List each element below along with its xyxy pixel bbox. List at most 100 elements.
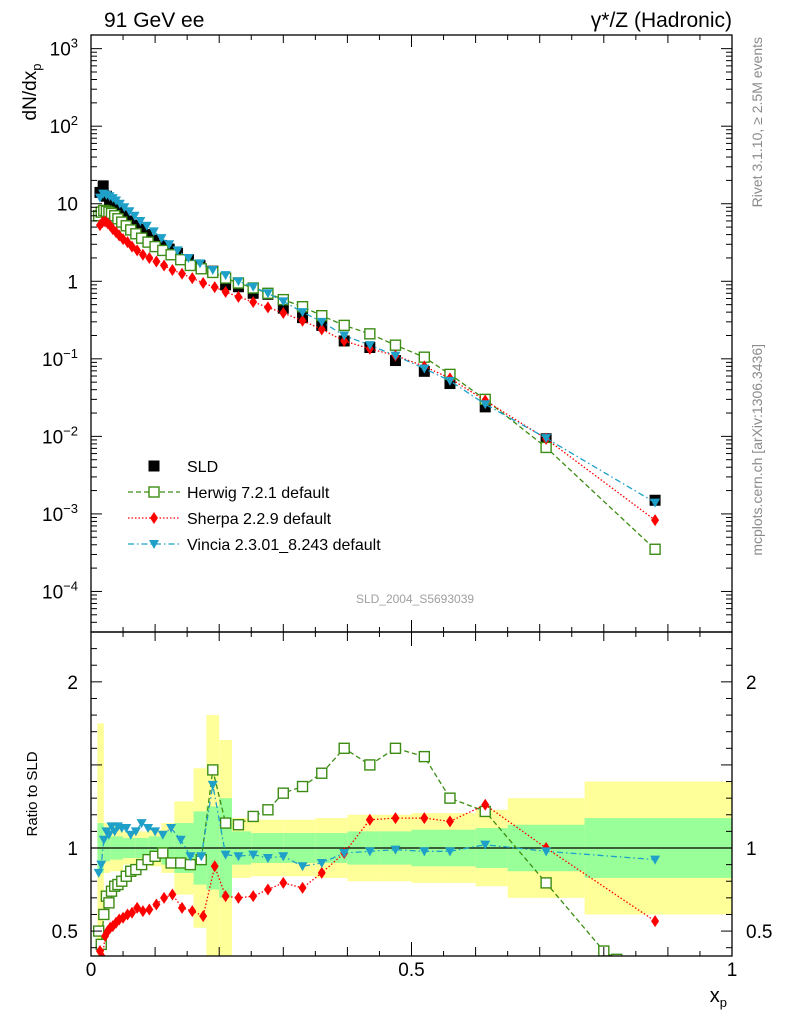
y-tick-label-ratio-right: 2 <box>746 673 757 694</box>
data-point-herwig <box>389 339 402 351</box>
x-axis-title: xp <box>710 985 727 1010</box>
ratio-point-sherpa <box>279 876 288 889</box>
data-point-vincia <box>135 216 146 226</box>
y-tick-label-main: 10−2 <box>42 423 78 448</box>
y-tick-label-exp: 3 <box>71 36 78 51</box>
legend-label-data: SLD <box>187 459 218 476</box>
data-point-sherpa <box>279 306 288 319</box>
data-point-data <box>220 279 232 291</box>
data-point-sherpa <box>298 314 307 327</box>
data-point-sherpa <box>145 251 154 264</box>
data-point-herwig <box>184 259 197 272</box>
ratio-point-vincia <box>106 822 117 832</box>
data-point-vincia <box>148 227 159 237</box>
ratio-point-vincia <box>480 840 491 850</box>
data-point-vincia <box>297 308 308 318</box>
data-point-sherpa <box>263 301 272 314</box>
data-point-data <box>97 180 109 192</box>
data-point-vincia <box>419 364 430 374</box>
y-tick-label-exp: −3 <box>63 501 78 516</box>
y-tick-label-base: 10 <box>42 505 63 526</box>
y-tick-label-base: 10 <box>50 117 71 138</box>
ratio-point-herwig <box>389 742 402 755</box>
ratio-point-herwig <box>232 819 245 831</box>
ratio-point-herwig <box>277 787 289 799</box>
ratio-point-vincia <box>175 835 186 845</box>
data-point-vincia <box>183 253 194 263</box>
y-tick-label-main: 1 <box>67 272 78 293</box>
data-point-vincia <box>278 297 289 307</box>
watermark: SLD_2004_S5693039 <box>356 592 474 606</box>
ratio-point-sherpa <box>221 890 230 903</box>
ratio-point-sherpa <box>188 905 197 918</box>
y-axis-title-ratio: Ratio to SLD <box>24 751 41 836</box>
data-point-vincia <box>316 317 327 327</box>
ratio-point-herwig <box>207 764 219 776</box>
ratio-point-vincia <box>93 868 104 878</box>
y-axis-title-main: dN/dxp <box>20 64 44 121</box>
y-tick-label-exp: −2 <box>63 423 78 438</box>
ratio-point-vincia <box>185 852 196 862</box>
ratio-point-herwig <box>175 857 187 869</box>
ratio-point-vincia <box>541 847 552 857</box>
data-point-sherpa <box>340 334 349 347</box>
legend-marker-data <box>148 460 160 472</box>
ratio-point-herwig <box>316 767 328 779</box>
y-axis-title-main-text: dN/dx <box>20 70 41 120</box>
ratio-point-herwig <box>247 810 259 823</box>
y-tick-label-main: 10−3 <box>42 501 78 526</box>
ratio-point-vincia <box>166 824 177 834</box>
y-tick-label-main: 102 <box>50 113 78 138</box>
series-herwig <box>92 204 661 555</box>
ratio-point-vincia <box>130 827 141 837</box>
side-label-mcplots: mcplots.cern.ch [arXiv:1306.3436] <box>749 344 765 556</box>
y-tick-label-base: 1 <box>67 272 78 293</box>
y-tick-label-base: 10 <box>42 582 63 603</box>
data-point-herwig <box>649 543 661 555</box>
ratio-point-vincia <box>278 852 289 862</box>
data-point-vincia <box>233 277 244 287</box>
data-point-vincia <box>164 240 175 250</box>
data-point-herwig <box>175 253 187 266</box>
ratio-point-vincia <box>262 853 273 863</box>
header-right-title: γ*/Z (Hadronic) <box>591 9 732 32</box>
data-point-sherpa <box>138 248 147 261</box>
y-tick-label-base: 10 <box>42 427 63 448</box>
data-point-vincia <box>262 289 273 299</box>
ratio-point-vincia <box>364 847 375 857</box>
data-point-vincia <box>444 376 455 386</box>
ratio-point-herwig <box>296 780 309 793</box>
ratio-point-herwig <box>444 792 456 804</box>
x-tick-label: 1 <box>727 960 738 981</box>
legend-label-sherpa: Sherpa 2.2.9 default <box>187 511 332 528</box>
y-tick-label-exp: 2 <box>71 113 78 128</box>
ratio-point-sherpa <box>234 891 243 904</box>
ratio-plot-area <box>91 715 732 956</box>
y-tick-label-ratio-right: 0.5 <box>746 922 772 943</box>
ratio-point-sherpa <box>651 915 660 928</box>
y-tick-label-main: 103 <box>50 36 78 61</box>
ratio-point-herwig <box>219 817 232 829</box>
y-tick-label-exp: −4 <box>63 578 78 593</box>
ratio-point-sherpa <box>420 812 429 825</box>
y-tick-label-main: 10−4 <box>42 578 78 603</box>
legend-label-vincia: Vincia 2.3.01_8.243 default <box>187 537 381 554</box>
legend: SLD Herwig 7.2.1 default Sherpa 2.2.9 defa… <box>128 459 381 554</box>
ratio-axes: 0.5 0.5 1 1 2 2 0 0.5 1 <box>52 632 772 981</box>
data-point-vincia <box>194 259 205 269</box>
ratio-point-sherpa <box>178 901 187 914</box>
y-tick-label-main: 10−1 <box>42 346 78 371</box>
ratio-point-sherpa <box>138 905 147 918</box>
data-point-sherpa <box>210 281 219 294</box>
data-point-herwig <box>338 319 350 332</box>
ratio-point-vincia <box>390 845 401 855</box>
data-point-sherpa <box>249 296 258 309</box>
data-point-data <box>148 234 160 246</box>
ratio-point-sherpa <box>481 798 490 811</box>
ratio-point-herwig <box>540 877 552 889</box>
ratio-series-sherpa <box>95 798 660 956</box>
ratio-point-vincia <box>150 827 161 837</box>
ratio-series-vincia <box>93 780 661 878</box>
